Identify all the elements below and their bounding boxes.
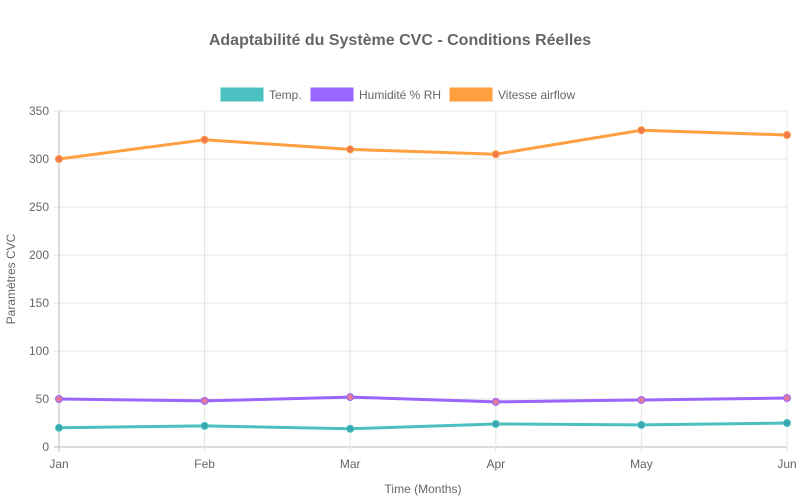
data-point xyxy=(55,423,63,432)
y-tick-label: 200 xyxy=(29,248,49,262)
legend-swatch xyxy=(449,87,493,102)
y-tick-label: 100 xyxy=(29,344,49,358)
series-humidit-rh xyxy=(55,393,791,406)
data-point xyxy=(346,393,355,402)
data-point xyxy=(491,397,500,406)
data-point xyxy=(55,395,63,403)
data-point xyxy=(637,395,646,404)
legend-swatch xyxy=(220,87,264,102)
series-vitesse-airflow xyxy=(55,126,791,163)
x-tick-label: Jan xyxy=(49,457,68,471)
y-tick-label: 250 xyxy=(29,200,49,214)
grid: 0 50 100 150 200 250 300 350 Jan Feb Mar Apr May Jun xyxy=(29,104,797,471)
series-temp- xyxy=(55,419,791,433)
series-group xyxy=(55,126,791,433)
y-axis-label: Paramètres CVC xyxy=(4,233,18,324)
y-tick-label: 50 xyxy=(36,392,50,406)
data-point xyxy=(637,420,646,429)
series-line xyxy=(58,128,788,161)
x-tick-label: Feb xyxy=(194,457,215,471)
data-point xyxy=(491,419,500,428)
data-point xyxy=(200,135,209,144)
data-point xyxy=(637,126,646,135)
data-point xyxy=(55,155,63,163)
data-point xyxy=(346,145,355,154)
y-tick-label: 350 xyxy=(29,104,49,118)
data-point xyxy=(200,396,209,405)
x-tick-label: Mar xyxy=(340,457,361,471)
legend-label: Temp. xyxy=(269,88,302,102)
y-tick-label: 150 xyxy=(29,296,49,310)
x-tick-label: Apr xyxy=(486,457,505,471)
x-tick-label: Jun xyxy=(777,457,796,471)
legend-label: Vitesse airflow xyxy=(498,88,575,102)
legend-label: Humidité % RH xyxy=(359,88,441,102)
x-axis-label: Time (Months) xyxy=(385,482,462,496)
data-point xyxy=(783,394,791,403)
series-line xyxy=(58,421,788,431)
data-point xyxy=(783,131,791,139)
data-point xyxy=(783,419,791,427)
y-tick-label: 0 xyxy=(42,440,49,454)
data-point xyxy=(346,424,355,433)
data-point xyxy=(491,150,500,159)
legend-swatch xyxy=(310,87,354,102)
data-point xyxy=(200,421,209,430)
legend: Temp. Humidité % RH Vitesse airflow xyxy=(220,87,575,102)
chart-title: Adaptabilité du Système CVC - Conditions… xyxy=(209,32,591,49)
x-tick-label: May xyxy=(630,457,653,471)
series-line xyxy=(58,395,788,404)
y-tick-label: 300 xyxy=(29,152,49,166)
